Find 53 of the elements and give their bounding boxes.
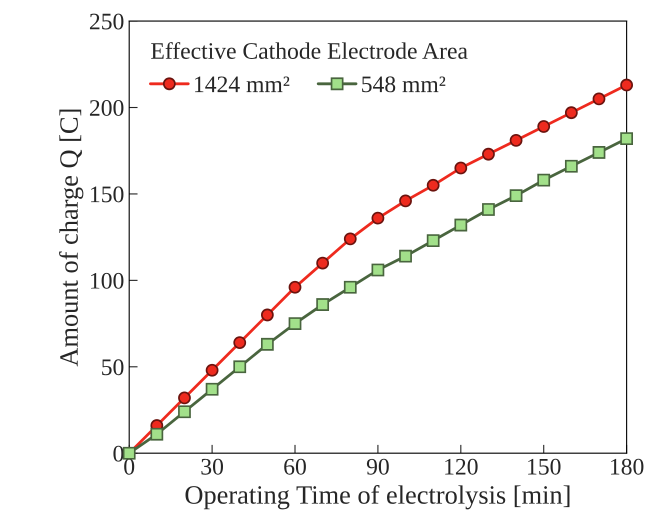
point — [178, 392, 191, 404]
y-tick-label: 150 — [91, 186, 124, 202]
x-tick-label: 120 — [445, 458, 478, 475]
x-tick-label: 90 — [366, 458, 389, 475]
point — [260, 308, 274, 322]
point — [399, 194, 412, 208]
y-axis-title: Amount of charge Q [C] — [59, 110, 84, 366]
y-tick-label: 0 — [113, 446, 124, 462]
x-tick-label: 150 — [528, 458, 561, 475]
point — [288, 317, 302, 330]
point — [564, 106, 578, 120]
y-tick-label: 200 — [90, 100, 124, 116]
x-tick-label: 0 — [124, 458, 134, 475]
point — [482, 203, 495, 216]
point — [620, 78, 634, 92]
point — [537, 120, 550, 133]
point — [344, 232, 357, 246]
legend-label: 548 mm² — [362, 76, 446, 92]
point — [206, 364, 218, 377]
point — [288, 280, 302, 294]
y-tick-label: 250 — [90, 14, 124, 30]
point — [316, 256, 330, 270]
point — [178, 405, 191, 418]
point — [454, 218, 468, 232]
point — [620, 132, 634, 146]
point — [233, 360, 246, 374]
legend-title: Effective Cathode Electrode Area — [151, 42, 468, 59]
x-tick-label: 180 — [610, 458, 644, 475]
point — [510, 189, 522, 202]
point — [592, 92, 606, 106]
x-tick-label: 60 — [284, 458, 306, 475]
y-tick-label: 100 — [91, 272, 124, 289]
point — [454, 162, 468, 174]
x-tick-label: 30 — [201, 458, 224, 475]
point — [206, 382, 218, 396]
point — [150, 428, 164, 441]
point — [399, 250, 412, 263]
legend-label: 1424 mm² — [195, 76, 290, 92]
point — [233, 336, 246, 349]
point — [537, 174, 550, 186]
point — [372, 264, 384, 276]
point — [316, 298, 330, 311]
point — [426, 178, 440, 192]
point — [372, 212, 384, 225]
point — [592, 146, 606, 159]
point — [482, 148, 495, 161]
y-tick-label: 50 — [102, 359, 124, 376]
point — [510, 134, 522, 147]
point — [426, 234, 440, 247]
point — [564, 160, 578, 173]
x-axis-title: Operating Time of electrolysis [min] — [185, 485, 570, 510]
point — [260, 338, 274, 351]
point — [344, 280, 357, 294]
